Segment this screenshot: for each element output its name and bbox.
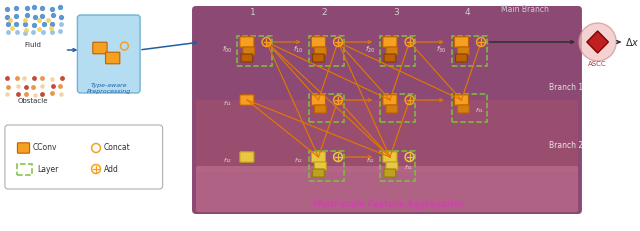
Text: Multi-scale Feature Aggregation: Multi-scale Feature Aggregation (313, 200, 465, 209)
Polygon shape (587, 31, 609, 53)
FancyBboxPatch shape (106, 52, 120, 64)
Bar (452, 94, 487, 122)
Text: Obstacle: Obstacle (18, 98, 49, 104)
Text: Add: Add (104, 164, 119, 173)
Text: 4: 4 (465, 8, 470, 17)
FancyBboxPatch shape (17, 143, 29, 153)
Text: Main Branch: Main Branch (500, 5, 548, 14)
Text: $\Delta x$: $\Delta x$ (625, 36, 639, 48)
Text: $f_{30}$: $f_{30}$ (436, 45, 447, 55)
FancyBboxPatch shape (384, 169, 396, 177)
FancyBboxPatch shape (386, 162, 398, 170)
FancyBboxPatch shape (314, 162, 326, 170)
FancyBboxPatch shape (454, 95, 468, 105)
Text: Layer: Layer (37, 164, 59, 173)
Text: $f_{00}$: $f_{00}$ (222, 45, 232, 55)
Text: $f_{31}$: $f_{31}$ (475, 106, 484, 115)
FancyBboxPatch shape (241, 54, 253, 62)
Bar (308, 36, 344, 66)
FancyBboxPatch shape (458, 47, 469, 55)
FancyBboxPatch shape (386, 105, 398, 113)
FancyBboxPatch shape (312, 54, 324, 62)
Text: Concat: Concat (104, 143, 131, 152)
Bar (380, 94, 415, 122)
FancyBboxPatch shape (456, 54, 467, 62)
Text: Type-aware
Preprocessing: Type-aware Preprocessing (86, 83, 131, 94)
Bar (308, 151, 344, 181)
Text: $f_{32}$: $f_{32}$ (404, 163, 413, 172)
Bar (452, 36, 487, 66)
Text: ASCC: ASCC (588, 61, 607, 67)
Text: $f_{10}$: $f_{10}$ (293, 45, 304, 55)
FancyBboxPatch shape (192, 6, 582, 214)
FancyBboxPatch shape (77, 15, 140, 93)
Text: Branch 1: Branch 1 (549, 83, 583, 92)
Text: CConv: CConv (33, 143, 57, 152)
Text: $f_{12}$: $f_{12}$ (294, 156, 304, 165)
FancyBboxPatch shape (384, 54, 396, 62)
FancyBboxPatch shape (240, 95, 254, 105)
Bar (237, 36, 273, 66)
FancyBboxPatch shape (386, 47, 398, 55)
FancyBboxPatch shape (312, 169, 324, 177)
Text: 2: 2 (321, 8, 327, 17)
Bar (380, 36, 415, 66)
FancyBboxPatch shape (5, 125, 163, 189)
FancyBboxPatch shape (311, 37, 326, 47)
Text: $f_{12}$: $f_{12}$ (223, 156, 232, 165)
FancyBboxPatch shape (240, 152, 254, 162)
FancyBboxPatch shape (243, 47, 255, 55)
Bar (380, 151, 415, 181)
Circle shape (579, 23, 616, 61)
FancyBboxPatch shape (383, 95, 397, 105)
Text: Fluid: Fluid (25, 42, 42, 48)
FancyBboxPatch shape (196, 166, 578, 212)
FancyBboxPatch shape (383, 152, 397, 162)
FancyBboxPatch shape (383, 37, 397, 47)
Text: $f_{11}$: $f_{11}$ (223, 99, 232, 108)
Text: Branch 2: Branch 2 (549, 141, 583, 150)
Text: 1: 1 (250, 8, 255, 17)
FancyBboxPatch shape (314, 105, 326, 113)
Text: 3: 3 (393, 8, 399, 17)
FancyBboxPatch shape (196, 100, 578, 172)
FancyBboxPatch shape (240, 37, 254, 47)
FancyBboxPatch shape (458, 105, 469, 113)
FancyBboxPatch shape (314, 47, 326, 55)
Text: $f_{20}$: $f_{20}$ (365, 45, 375, 55)
FancyBboxPatch shape (311, 152, 326, 162)
FancyBboxPatch shape (93, 42, 107, 54)
FancyBboxPatch shape (311, 95, 326, 105)
Bar (308, 94, 344, 122)
Bar (17, 164, 33, 175)
Text: $f_{22}$: $f_{22}$ (366, 156, 375, 165)
FancyBboxPatch shape (454, 37, 468, 47)
